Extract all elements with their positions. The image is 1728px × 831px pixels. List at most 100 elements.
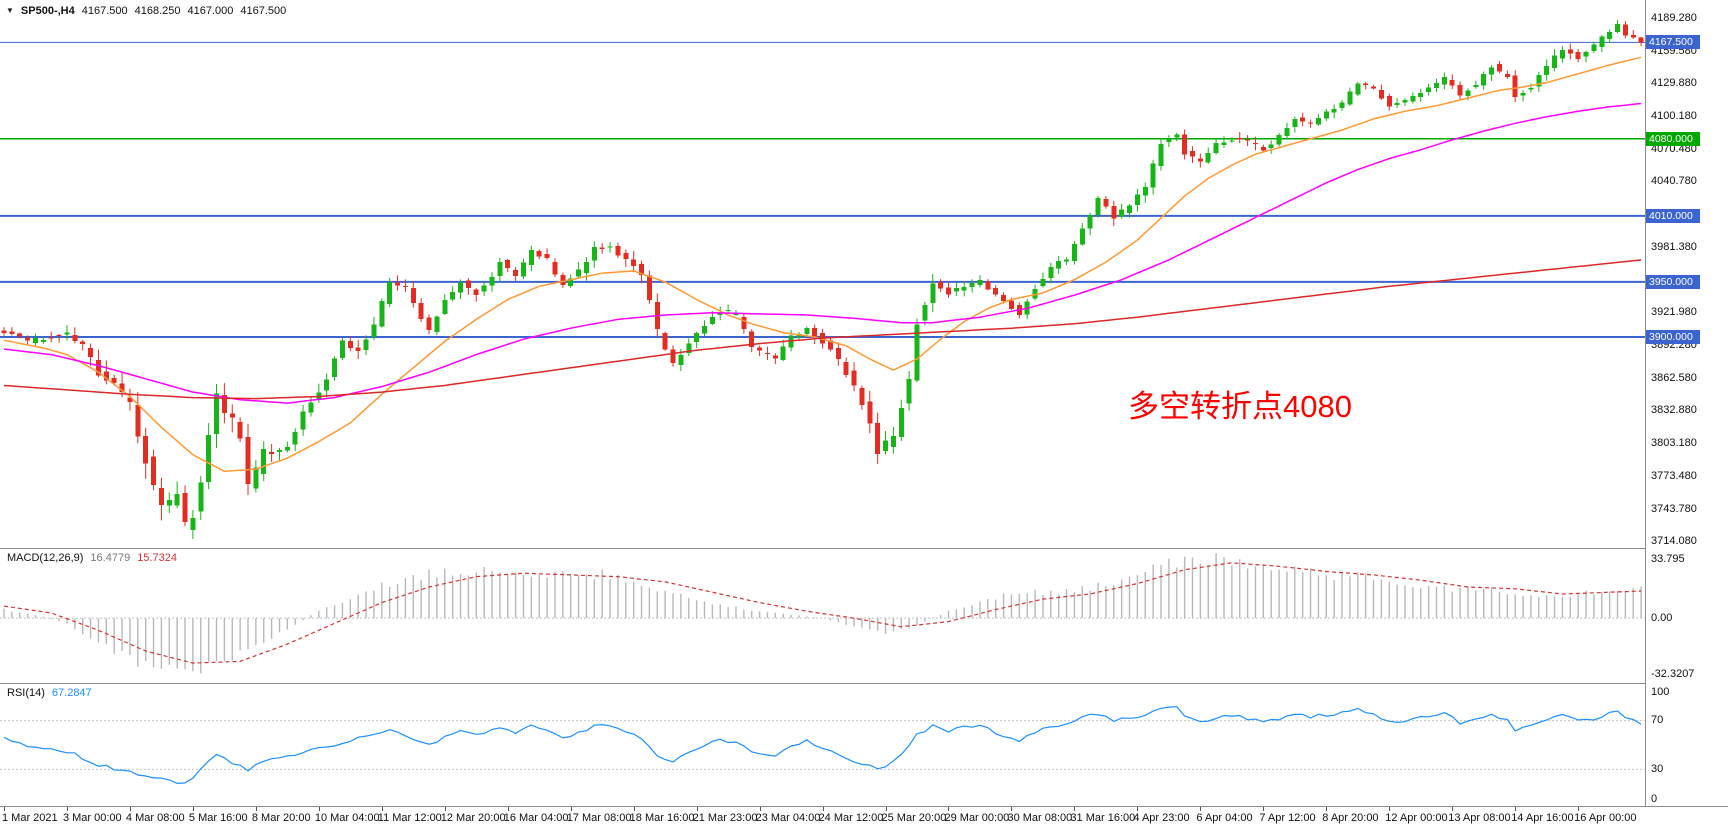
price-tick-label: 4189.280 xyxy=(1651,11,1697,24)
candle xyxy=(458,279,464,300)
time-axis-label: 25 Mar 20:00 xyxy=(881,812,947,824)
macd-signal-line xyxy=(3,562,1642,664)
candle xyxy=(237,417,243,443)
price-tick-label: 3773.480 xyxy=(1651,469,1697,482)
main-price-chart[interactable] xyxy=(0,0,1645,548)
price-axis[interactable]: 4189.280 4159.580 4129.880 4100.180 4070.480… xyxy=(1645,0,1728,806)
price-line-label[interactable]: 3900.000 xyxy=(1646,329,1700,344)
rsi-label: RSI(14) xyxy=(7,687,45,699)
candle xyxy=(953,282,959,297)
rsi-tick-label: 70 xyxy=(1651,714,1664,727)
candle xyxy=(1520,90,1526,102)
candle xyxy=(473,288,479,302)
macd-indicator-chart[interactable] xyxy=(0,549,1645,683)
time-tick-mark xyxy=(633,807,635,811)
candle xyxy=(450,286,456,302)
candle xyxy=(434,315,440,335)
rsi-tick-label: 30 xyxy=(1651,762,1664,775)
candle xyxy=(890,427,896,454)
candle xyxy=(1552,49,1558,72)
candle xyxy=(25,335,31,345)
rsi-line xyxy=(3,706,1642,785)
annotation-text[interactable]: 多空转折点4080 xyxy=(1128,389,1352,424)
time-tick-mark xyxy=(885,807,887,811)
macd-signal-value: 15.7324 xyxy=(137,552,177,564)
candle xyxy=(906,371,912,411)
time-tick-mark xyxy=(696,807,698,811)
candle xyxy=(851,362,857,392)
candle xyxy=(1032,284,1038,301)
candle xyxy=(1426,83,1432,96)
price-line-label[interactable]: 4080.000 xyxy=(1646,131,1700,146)
candle xyxy=(88,343,94,366)
candle xyxy=(1197,153,1203,168)
candle xyxy=(1308,119,1314,128)
time-tick-mark xyxy=(1389,807,1391,811)
time-tick-mark xyxy=(1011,807,1013,811)
price-line-label[interactable]: 3950.000 xyxy=(1646,274,1700,289)
candle xyxy=(1205,147,1211,164)
candle xyxy=(1071,241,1077,265)
price-tick-label: 4129.880 xyxy=(1651,77,1697,90)
candle xyxy=(1292,116,1298,133)
candle xyxy=(9,327,15,336)
candle xyxy=(1252,136,1258,151)
time-axis-label: 14 Apr 16:00 xyxy=(1511,812,1574,824)
candle xyxy=(1638,36,1644,47)
candle xyxy=(379,298,385,328)
time-axis-label: 7 Apr 12:00 xyxy=(1259,812,1316,824)
candle xyxy=(1394,97,1400,108)
rsi-tick-label: 100 xyxy=(1651,685,1670,698)
time-axis-label: 24 Mar 12:00 xyxy=(818,812,884,824)
candle xyxy=(875,412,881,464)
candle xyxy=(993,285,999,297)
time-axis[interactable]: 1 Mar 2021 3 Mar 00:00 4 Mar 08:00 5 Mar 16… xyxy=(0,806,1728,831)
candle xyxy=(56,333,62,343)
candle xyxy=(639,260,645,284)
candle xyxy=(166,492,172,514)
candle xyxy=(1599,35,1605,52)
candle xyxy=(1,327,7,336)
candle xyxy=(1347,87,1353,106)
candle xyxy=(599,243,605,254)
candle xyxy=(1064,257,1070,266)
candle xyxy=(1567,43,1573,60)
time-tick-mark xyxy=(129,807,131,811)
time-tick-mark xyxy=(66,807,68,811)
pane-separator[interactable] xyxy=(0,683,1728,684)
candle xyxy=(607,241,613,253)
candle xyxy=(292,428,298,452)
candle xyxy=(1473,80,1479,89)
time-axis-label: 1 Mar 2021 xyxy=(2,812,58,824)
candle xyxy=(1441,72,1447,90)
candle xyxy=(1079,222,1085,246)
time-axis-label: 10 Mar 04:00 xyxy=(314,812,380,824)
candle xyxy=(1457,81,1463,100)
candle xyxy=(898,399,904,441)
pane-separator[interactable] xyxy=(0,548,1728,549)
candle xyxy=(623,249,629,267)
candle xyxy=(1496,60,1502,74)
candle xyxy=(17,332,23,339)
candle xyxy=(528,245,534,272)
candle xyxy=(355,339,361,360)
candle xyxy=(253,460,259,493)
candle xyxy=(1260,144,1266,152)
price-line-label[interactable]: 4010.000 xyxy=(1646,208,1700,223)
price-tick-label: 4040.780 xyxy=(1651,175,1697,188)
price-direction-down-icon: ▼ xyxy=(6,5,14,15)
candle xyxy=(465,277,471,295)
candle xyxy=(481,282,487,296)
time-axis-label: 23 Mar 04:00 xyxy=(755,812,821,824)
time-tick-mark xyxy=(948,807,950,811)
symbol-period-label: SP500-,H4 xyxy=(20,5,75,17)
candle xyxy=(1213,138,1219,155)
price-tick-label: 3981.380 xyxy=(1651,240,1697,253)
price-line-label[interactable]: 4167.500 xyxy=(1646,35,1700,50)
time-tick-mark xyxy=(570,807,572,811)
rsi-indicator-chart[interactable] xyxy=(0,684,1645,806)
time-axis-label: 18 Mar 16:00 xyxy=(629,812,695,824)
candle xyxy=(1221,136,1227,148)
rsi-tick-label: 0 xyxy=(1651,792,1658,805)
